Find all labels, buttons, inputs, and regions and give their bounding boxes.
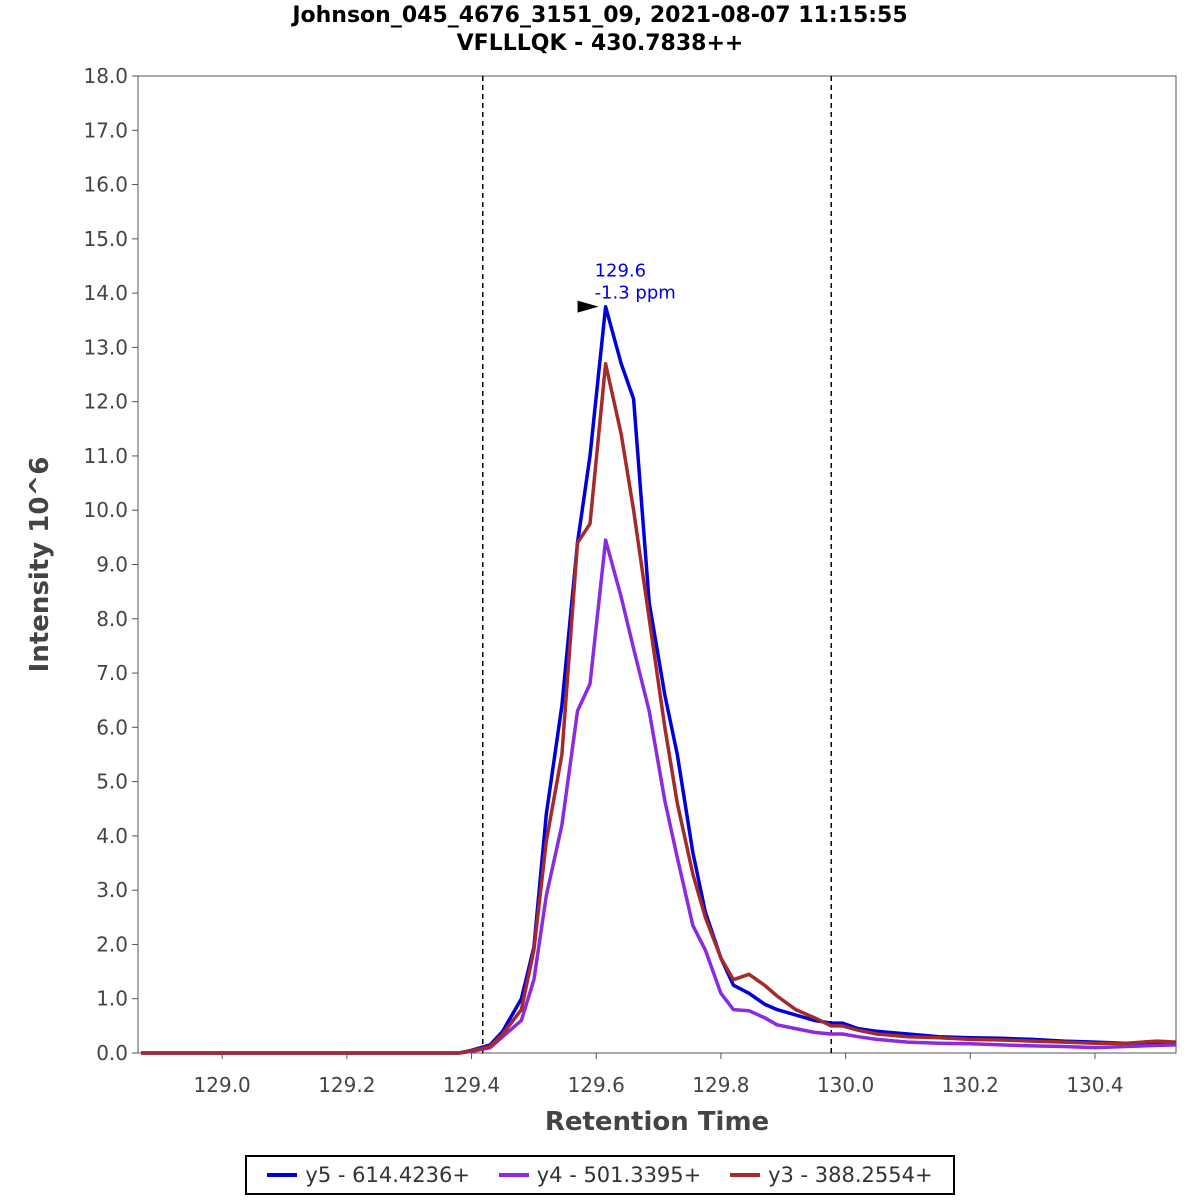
y-tick-label: 15.0: [83, 227, 128, 251]
y-tick-label: 11.0: [83, 444, 128, 468]
legend-item: y4 - 501.3395+: [498, 1163, 702, 1187]
y-tick-label: 3.0: [96, 878, 128, 902]
y-tick-label: 0.0: [96, 1041, 128, 1065]
y-tick-label: 4.0: [96, 824, 128, 848]
y-tick-label: 8.0: [96, 607, 128, 631]
y-tick-label: 17.0: [83, 118, 128, 142]
legend-item: y3 - 388.2554+: [730, 1163, 933, 1187]
y-tick-label: 9.0: [96, 553, 128, 577]
y-tick-label: 18.0: [83, 64, 128, 88]
annotation-rt: 129.6: [595, 261, 647, 282]
y-tick-label: 2.0: [96, 932, 128, 956]
series-line-y3: [141, 361, 1177, 1055]
legend: y5 - 614.4236+ y4 - 501.3395+ y3 - 388.255…: [245, 1155, 955, 1195]
peak-arrow-icon: [577, 300, 599, 313]
axes-group: 0.0 1.0 2.0 3.0 4.0 5.0 6.0 7.0 8.0 9.0 10.0 11.0 12…: [25, 64, 1124, 1137]
series-group: [141, 304, 1177, 1055]
chart-title-line-1: Johnson_045_4676_3151_09, 2021-08-07 11:…: [292, 3, 908, 28]
x-tick-label: 129.4: [443, 1073, 500, 1097]
x-tick-label: 129.6: [568, 1073, 625, 1097]
x-axis-title: Retention Time: [545, 1107, 769, 1137]
x-tick-label: 130.2: [942, 1073, 999, 1097]
annotation-ppm: -1.3 ppm: [595, 283, 676, 304]
y-axis-title: Intensity 10^6: [25, 457, 55, 673]
x-tick-label: 130.4: [1066, 1073, 1123, 1097]
plot-area: [137, 75, 1177, 1054]
legend-label: y5 - 614.4236+: [305, 1163, 470, 1187]
peak-annotation: 129.6-1.3 ppm: [577, 261, 676, 313]
y-tick-label: 14.0: [83, 281, 128, 305]
legend-swatch: [267, 1173, 298, 1177]
y-tick-label: 16.0: [83, 173, 128, 197]
x-tick-label: 129.0: [194, 1073, 251, 1097]
x-tick-label: 130.0: [817, 1073, 874, 1097]
y-tick-label: 5.0: [96, 770, 128, 794]
x-tick-label: 129.2: [318, 1073, 375, 1097]
y-tick-label: 13.0: [83, 335, 128, 359]
y-tick-label: 1.0: [96, 987, 128, 1011]
chart-title: Johnson_045_4676_3151_09, 2021-08-07 11:…: [0, 2, 1200, 58]
y-tick-label: 12.0: [83, 390, 128, 414]
legend-label: y3 - 388.2554+: [768, 1163, 933, 1187]
legend-label: y4 - 501.3395+: [536, 1163, 702, 1187]
x-tick-label: 129.8: [692, 1073, 749, 1097]
legend-item: y5 - 614.4236+: [267, 1163, 470, 1187]
y-tick-label: 7.0: [96, 661, 128, 685]
legend-swatch: [498, 1173, 529, 1177]
chart-title-line-2: VFLLLQK - 430.7838++: [456, 31, 744, 56]
legend-swatch: [730, 1173, 761, 1177]
y-tick-label: 10.0: [83, 498, 128, 522]
y-tick-label: 6.0: [96, 715, 128, 739]
peak-boundaries: [482, 76, 832, 1053]
plot-frame-group: [137, 75, 1177, 1054]
